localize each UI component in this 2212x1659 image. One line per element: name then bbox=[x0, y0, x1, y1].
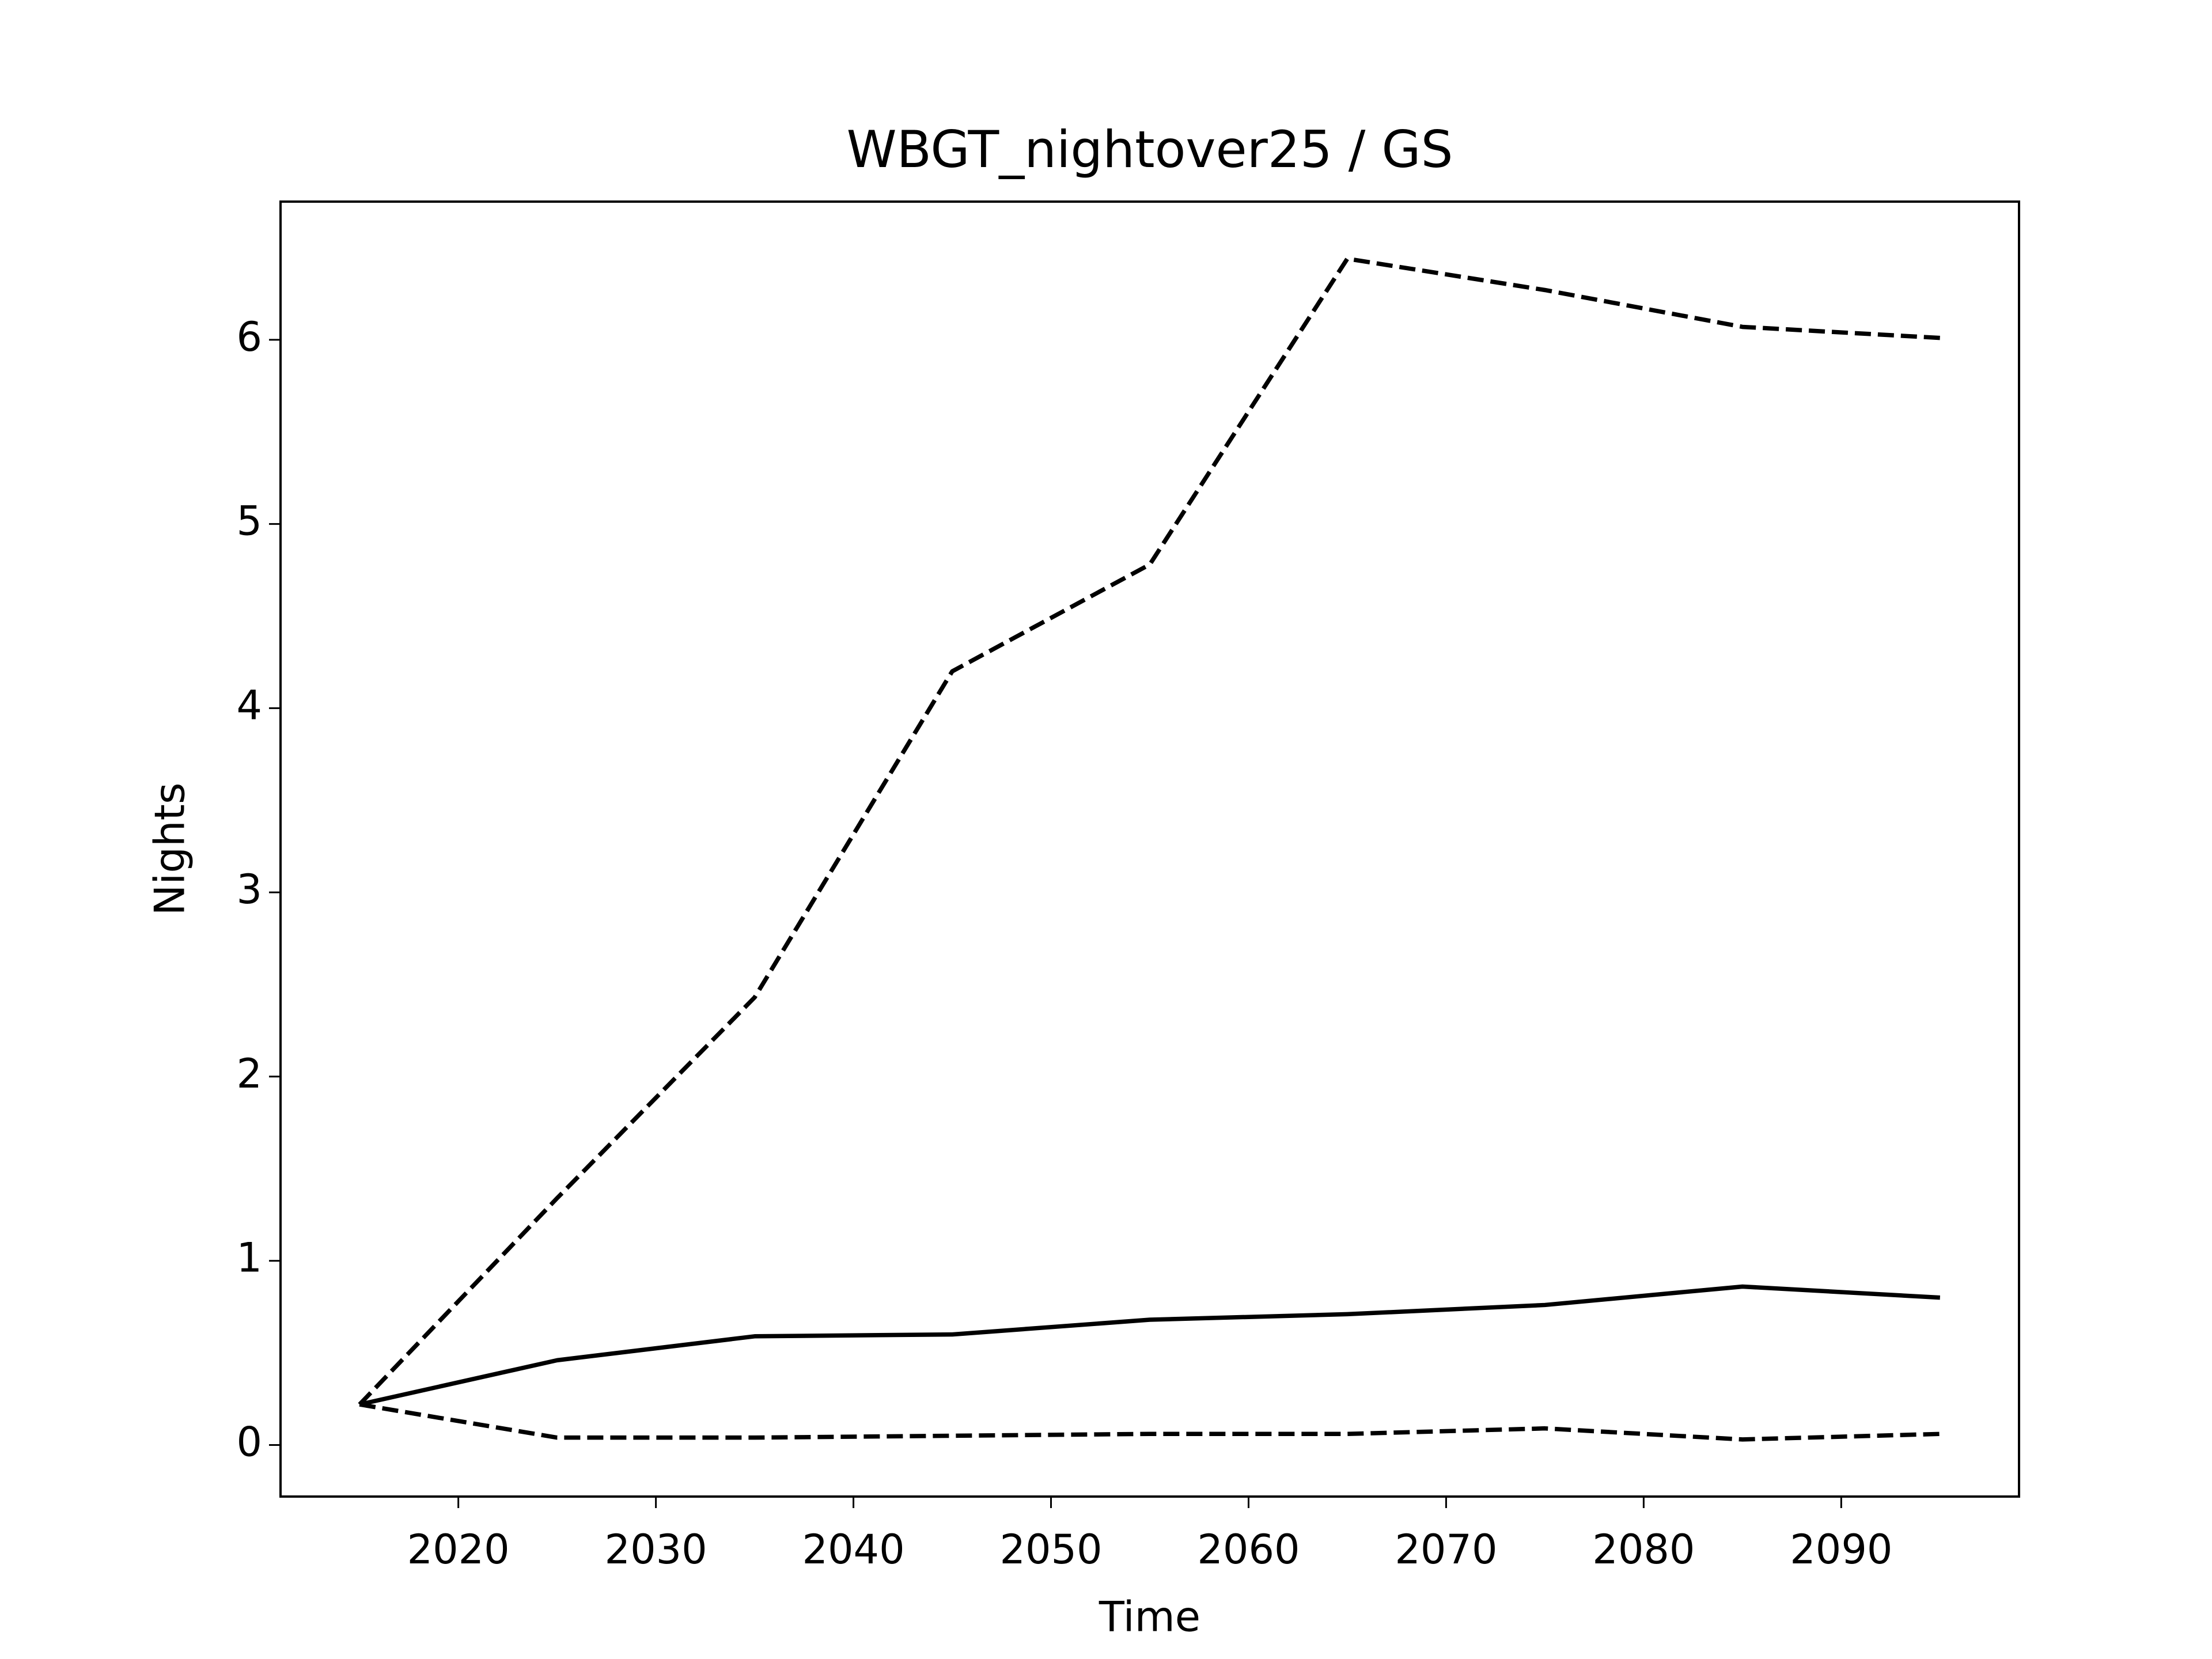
x-tick-label: 2030 bbox=[605, 1526, 707, 1573]
data-line bbox=[358, 256, 1941, 1406]
x-tick-label: 2070 bbox=[1395, 1526, 1497, 1573]
y-tick-label: 3 bbox=[236, 866, 262, 913]
x-tick-label: 2080 bbox=[1592, 1526, 1695, 1573]
y-tick-label: 1 bbox=[236, 1234, 262, 1282]
x-tick-label: 2020 bbox=[407, 1526, 510, 1573]
x-tick-label: 2060 bbox=[1197, 1526, 1300, 1573]
y-tick-label: 4 bbox=[236, 681, 262, 729]
x-tick-label: 2050 bbox=[999, 1526, 1102, 1573]
y-tick-label: 5 bbox=[236, 498, 262, 545]
data-line bbox=[359, 1402, 1940, 1442]
y-tick-label: 0 bbox=[236, 1418, 262, 1465]
y-tick-label: 2 bbox=[236, 1050, 262, 1097]
y-axis-label: Nights bbox=[146, 783, 194, 916]
y-tick-label: 6 bbox=[236, 313, 262, 361]
plot-frame bbox=[279, 200, 2020, 1498]
x-tick-label: 2040 bbox=[802, 1526, 904, 1573]
chart-title: WBGT_nightover25 / GS bbox=[847, 120, 1453, 179]
x-axis-label: Time bbox=[1099, 1593, 1200, 1641]
data-line bbox=[359, 1284, 1941, 1407]
x-tick-label: 2090 bbox=[1790, 1526, 1892, 1573]
